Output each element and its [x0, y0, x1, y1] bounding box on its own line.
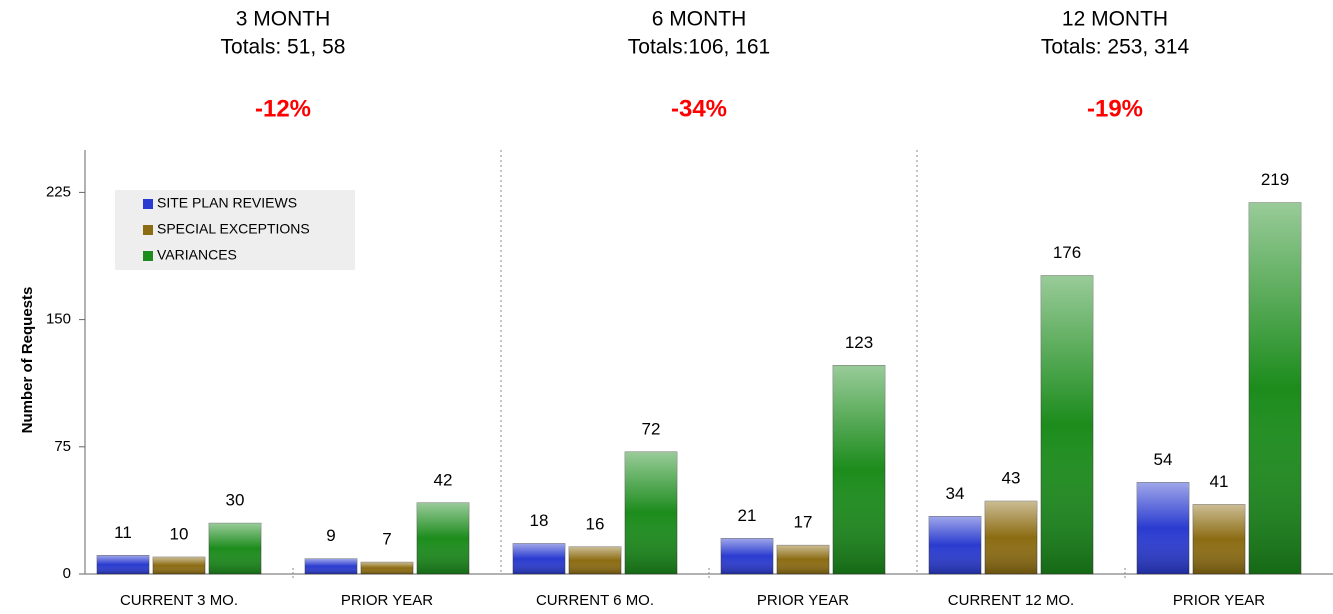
value-label: 18 — [530, 511, 549, 530]
section-title: 6 MONTH — [652, 8, 747, 31]
x-tick-label: PRIOR YEAR — [341, 592, 433, 609]
bar-shade — [97, 555, 149, 574]
x-tick-label: CURRENT 6 MO. — [536, 592, 654, 609]
value-label: 10 — [170, 525, 189, 544]
legend-swatch — [143, 225, 153, 235]
legend-label: SITE PLAN REVIEWS — [157, 195, 297, 211]
value-label: 54 — [1154, 450, 1173, 469]
bar-shade — [1193, 504, 1245, 574]
value-label: 11 — [114, 523, 132, 542]
value-label: 176 — [1053, 243, 1081, 262]
section-change: -12% — [255, 95, 311, 122]
bar-shade — [929, 516, 981, 574]
section-totals: Totals: 51, 58 — [221, 36, 346, 59]
legend-box — [115, 190, 355, 270]
legend-swatch — [143, 199, 153, 209]
section-title: 12 MONTH — [1062, 8, 1168, 31]
value-label: 43 — [1002, 469, 1021, 488]
x-tick-label: CURRENT 12 MO. — [948, 592, 1074, 609]
bar-shade — [1137, 482, 1189, 574]
value-label: 123 — [845, 333, 873, 352]
value-label: 41 — [1210, 472, 1229, 491]
bar-shade — [305, 558, 357, 574]
bar-shade — [361, 562, 413, 574]
value-label: 219 — [1261, 170, 1289, 189]
value-label: 21 — [738, 506, 757, 525]
x-tick-label: PRIOR YEAR — [1173, 592, 1265, 609]
bar-shade — [777, 545, 829, 574]
bar-shade — [569, 546, 621, 574]
value-label: 7 — [382, 530, 391, 549]
x-tick-label: CURRENT 3 MO. — [120, 592, 238, 609]
y-tick-label: 75 — [54, 438, 71, 455]
value-label: 34 — [946, 484, 965, 503]
value-label: 9 — [326, 526, 335, 545]
bar-shade — [1249, 202, 1301, 575]
section-change: -34% — [671, 95, 727, 122]
y-tick-label: 225 — [46, 183, 71, 200]
y-tick-label: 0 — [63, 565, 71, 582]
bar-shade — [153, 557, 205, 574]
legend-label: SPECIAL EXCEPTIONS — [157, 221, 310, 237]
value-label: 17 — [794, 513, 813, 532]
bar-shade — [833, 365, 885, 574]
bar-shade — [1041, 275, 1093, 574]
section-change: -19% — [1087, 95, 1143, 122]
section-totals: Totals: 253, 314 — [1041, 36, 1190, 59]
y-axis-label: Number of Requests — [19, 287, 36, 434]
value-label: 30 — [226, 491, 245, 510]
value-label: 42 — [434, 470, 453, 489]
bar-shade — [513, 543, 565, 574]
value-label: 72 — [642, 419, 661, 438]
legend-swatch — [143, 251, 153, 261]
y-tick-label: 150 — [46, 311, 71, 328]
section-title: 3 MONTH — [236, 8, 331, 31]
bar-shade — [985, 501, 1037, 574]
bar-shade — [417, 502, 469, 574]
section-totals: Totals:106, 161 — [628, 36, 770, 59]
bar-shade — [721, 538, 773, 574]
bar-shade — [625, 451, 677, 574]
legend-label: VARIANCES — [157, 247, 237, 263]
bar-shade — [209, 523, 261, 574]
value-label: 16 — [586, 514, 605, 533]
x-tick-label: PRIOR YEAR — [757, 592, 849, 609]
